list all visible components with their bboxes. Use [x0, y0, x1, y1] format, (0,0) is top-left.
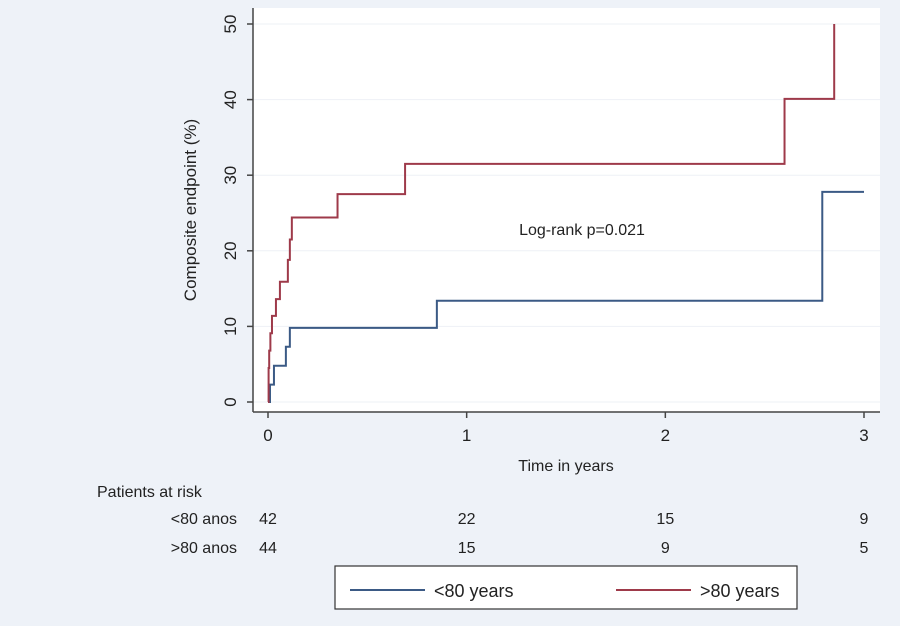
- x-tick-label: 0: [263, 426, 272, 445]
- risk-table: <80 anos 42 22 15 9 >80 anos 44 15 9 5: [171, 511, 869, 557]
- y-tick-label: 20: [221, 241, 240, 260]
- gridlines: [253, 23, 880, 403]
- risk-count: 15: [656, 511, 674, 528]
- risk-row-label: >80 anos: [171, 540, 237, 557]
- legend-box: [334, 565, 798, 610]
- x-tick-label: 2: [661, 426, 670, 445]
- x-axis-title: Time in years: [518, 458, 613, 475]
- legend: <80 years >80 years: [334, 565, 798, 610]
- y-tick-label: 50: [221, 15, 240, 34]
- risk-table-title: Patients at risk: [97, 484, 203, 501]
- risk-count: 5: [860, 540, 869, 557]
- risk-count: 42: [259, 511, 277, 528]
- y-tick-label: 40: [221, 90, 240, 109]
- risk-count: 15: [458, 540, 476, 557]
- risk-row-label: <80 anos: [171, 511, 237, 528]
- risk-count: 22: [458, 511, 476, 528]
- legend-label-over80: >80 years: [700, 581, 780, 601]
- risk-count: 44: [259, 540, 277, 557]
- y-tick-label: 30: [221, 166, 240, 185]
- series-line-under80: [268, 190, 864, 403]
- risk-count: 9: [860, 511, 869, 528]
- logrank-annotation: Log-rank p=0.021: [519, 222, 645, 239]
- plot-area: [253, 8, 880, 412]
- x-tick-label: 1: [462, 426, 471, 445]
- series-group: [267, 24, 864, 403]
- legend-label-under80: <80 years: [434, 581, 514, 601]
- x-tick-label: 3: [859, 426, 868, 445]
- risk-count: 9: [661, 540, 670, 557]
- axis-ticks: 0 10 20 30 40 50 0 1 2 3: [221, 15, 869, 445]
- y-tick-label: 0: [221, 397, 240, 406]
- series-line-over80: [267, 24, 836, 403]
- y-axis-title: Composite endpoint (%): [181, 119, 200, 301]
- y-tick-label: 10: [221, 317, 240, 336]
